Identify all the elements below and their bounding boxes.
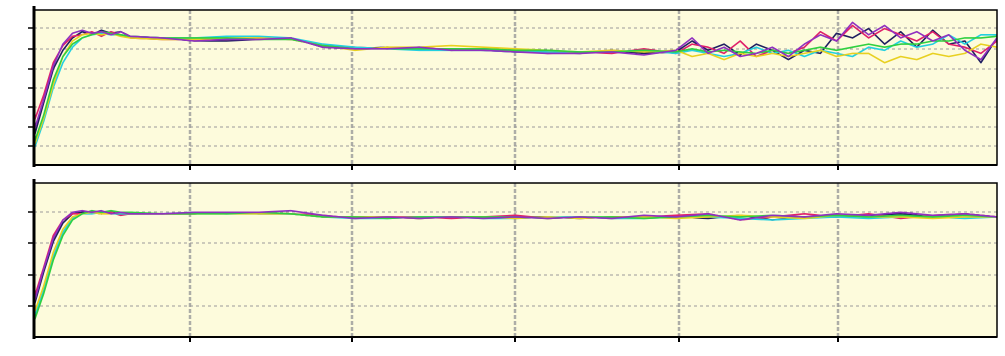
- plot-background: [34, 183, 997, 337]
- top-chart-panel: [28, 6, 998, 170]
- series-line-6: [33, 21, 998, 132]
- series-line-6: [33, 209, 998, 304]
- series-line-5: [33, 30, 998, 144]
- bottom-chart-panel: [28, 179, 998, 342]
